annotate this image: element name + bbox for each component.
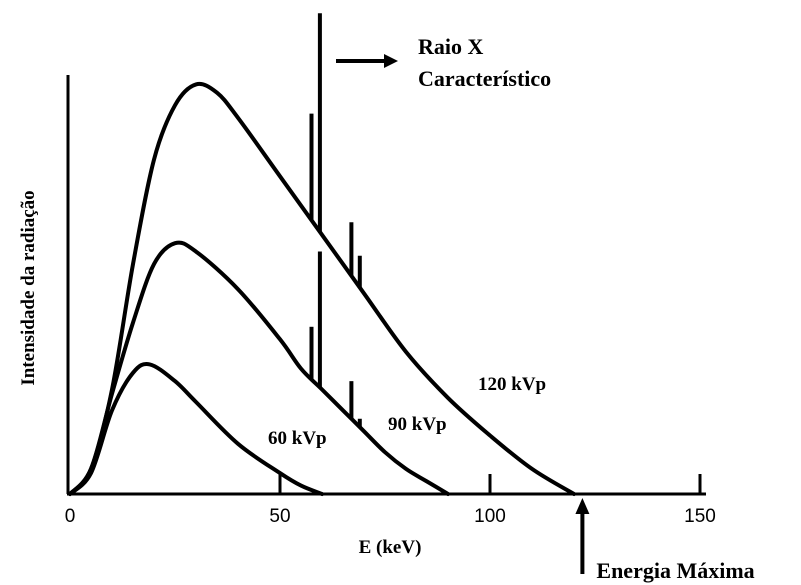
characteristic-lines-layer: [309, 13, 362, 428]
series-label-60kvp: 60 kVp: [268, 428, 327, 449]
y-axis-label: Intensidade da radiação: [18, 190, 39, 385]
series-curve-90kvp: [68, 240, 450, 496]
x-ticks-layer: 0 50 100 150: [65, 474, 716, 527]
series-curve-60kvp: [68, 362, 324, 496]
x-tick-label-50: 50: [269, 506, 290, 527]
curves-layer: [68, 81, 576, 496]
series-label-90kvp: 90 kVp: [388, 414, 447, 435]
x-tick-label-100: 100: [474, 506, 506, 527]
x-tick-label-0: 0: [65, 506, 76, 527]
series-label-120kvp: 120 kVp: [478, 374, 546, 395]
max-energy-annotation: Energia Máxima: [596, 558, 754, 583]
x-tick-label-150: 150: [684, 506, 716, 527]
characteristic-annotation-line1: Raio X: [418, 34, 484, 59]
max-energy-arrow-head: [575, 498, 590, 514]
characteristic-arrow-head: [384, 54, 398, 68]
x-axis-label: E (keV): [359, 537, 422, 558]
series-curve-120kvp: [68, 81, 576, 496]
characteristic-annotation-line2: Característico: [418, 66, 551, 91]
